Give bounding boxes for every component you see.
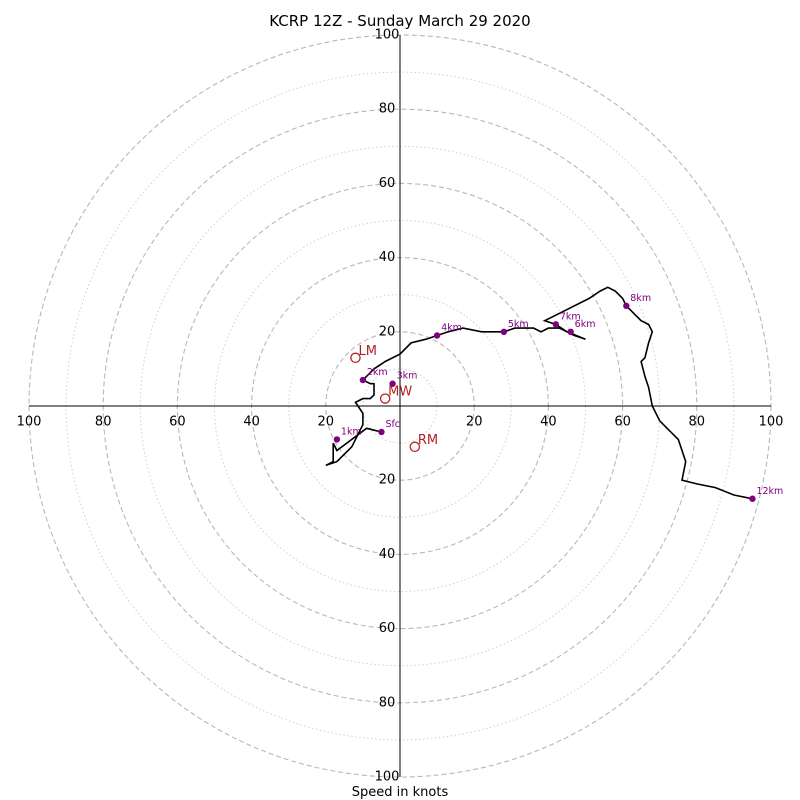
x-tick-label: 40 — [243, 415, 260, 430]
y-tick-label: 20 — [379, 324, 396, 339]
height-marker-point — [623, 302, 630, 310]
y-tick-label: 80 — [379, 695, 396, 710]
storm-motion-label: RM — [418, 433, 438, 448]
x-tick-label: 20 — [318, 415, 335, 430]
height-marker-point — [500, 328, 508, 335]
x-axis-label: Speed in knots — [352, 785, 449, 800]
x-tick-label: 100 — [17, 415, 42, 430]
axes — [29, 35, 771, 777]
height-marker-point — [552, 321, 560, 328]
x-tick-label: 40 — [540, 415, 557, 430]
height-marker-point — [567, 328, 574, 335]
x-tick-label: 80 — [689, 415, 706, 430]
height-marker-label: 12km — [756, 486, 783, 497]
height-marker-label: 8km — [630, 293, 651, 304]
height-marker-point — [749, 495, 756, 502]
height-marker-label: 7km — [560, 311, 581, 322]
height-marker-label: 3km — [397, 371, 418, 382]
y-tick-label: 60 — [379, 176, 396, 191]
storm-motion-point — [350, 352, 361, 364]
x-tick-label: 80 — [95, 415, 112, 430]
y-tick-label: 60 — [379, 621, 396, 636]
storm-motion-point — [379, 393, 391, 404]
y-tick-label: 20 — [379, 473, 396, 488]
x-tick-label: 60 — [614, 415, 631, 430]
height-marker-point — [389, 380, 396, 387]
hodograph-line — [325, 286, 753, 500]
height-marker-point — [433, 332, 441, 339]
y-tick-label: 100 — [375, 28, 400, 43]
storm-motion-label: MW — [388, 385, 412, 400]
chart-title: KCRP 12Z - Sunday March 29 2020 — [269, 12, 530, 30]
height-marker-label: 4km — [441, 323, 462, 334]
height-marker-point — [359, 376, 367, 384]
height-marker-label: 2km — [367, 367, 388, 378]
tick-labels: 100 80 60 40 20 20 40 60 80 100 20 40 60 80 100 20 40 60 8… — [17, 28, 784, 785]
height-marker-point — [333, 436, 341, 443]
height-marker-label: Sfc — [385, 419, 400, 430]
storm-motion-markers: LM MW RM — [350, 344, 438, 453]
x-tick-label: 100 — [759, 415, 784, 430]
wind-trace — [325, 286, 753, 500]
storm-motion-point — [409, 441, 421, 453]
height-marker-label: 6km — [575, 319, 596, 330]
y-tick-label: 40 — [379, 547, 396, 562]
x-tick-label: 20 — [466, 415, 483, 430]
y-tick-label: 100 — [375, 770, 400, 785]
height-marker-label: 1km — [341, 426, 362, 437]
height-marker-point — [378, 428, 385, 436]
y-tick-label: 40 — [379, 250, 396, 265]
x-tick-label: 60 — [169, 415, 186, 430]
height-marker-label: 5km — [508, 319, 529, 330]
y-tick-label: 80 — [379, 102, 396, 117]
storm-motion-label: LM — [358, 344, 376, 359]
